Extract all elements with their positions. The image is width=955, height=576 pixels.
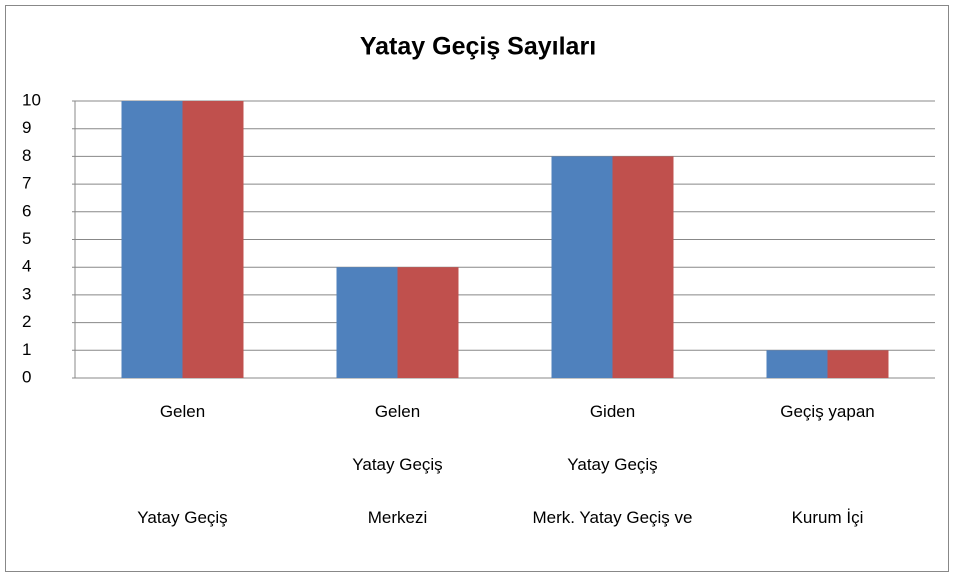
x-tick-label: Gelen [159,402,206,421]
y-tick-label: 0 [22,367,31,386]
bar [182,101,244,378]
bar [551,156,613,378]
chart-border [5,5,949,572]
x-tick-label: Yatay Geçiş [137,508,228,527]
y-tick-label: 5 [22,229,31,248]
x-tick-label: Geçiş yapan [780,402,875,421]
x-tick-label: Yatay Geçiş [352,455,443,474]
x-tick-label: Giden [589,402,636,421]
y-tick-label: 10 [22,90,41,109]
bar [397,267,459,378]
x-tick-label: Kurum İçi [791,508,864,527]
y-tick-label: 8 [22,146,31,165]
x-tick-label: Yatay Geçiş [567,455,658,474]
y-tick-label: 6 [22,201,31,220]
bar [121,101,183,378]
x-tick-label: Gelen [374,402,421,421]
chart-title: Yatay Geçiş Sayıları [360,33,596,61]
y-tick-label: 9 [22,118,31,137]
y-tick-label: 3 [22,284,31,303]
bar [612,156,674,378]
y-tick-label: 1 [22,340,31,359]
x-tick-label: Merk. Yatay Geçiş ve [532,508,693,527]
x-tick-label: Merkezi [367,508,428,527]
bar [766,350,828,378]
bar [827,350,889,378]
y-tick-label: 7 [22,174,31,193]
y-tick-label: 2 [22,312,31,331]
y-tick-label: 4 [22,257,31,276]
bar [336,267,398,378]
